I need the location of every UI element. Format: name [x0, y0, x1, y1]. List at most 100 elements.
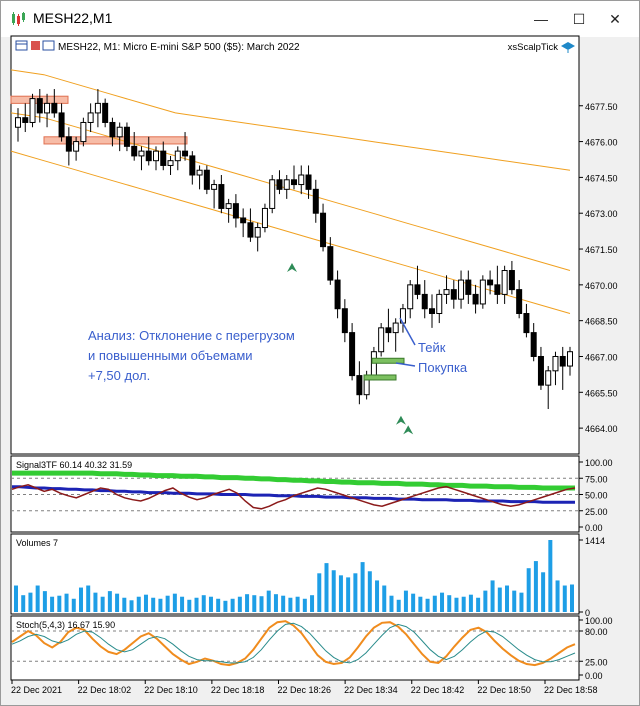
volume-bar — [411, 593, 416, 612]
candle-body — [167, 160, 174, 166]
volume-bar — [143, 594, 148, 612]
candle-body — [327, 246, 334, 281]
candle-body — [22, 117, 29, 123]
candle-body — [312, 188, 319, 214]
take-label: Тейк — [418, 340, 446, 355]
candle-body — [465, 279, 472, 295]
annotation-line-1: Анализ: Отклонение с перегрузом — [88, 328, 295, 343]
candle-body — [109, 121, 116, 138]
series-main — [11, 620, 576, 667]
time-axis: 22 Dec 2021 22 Dec 18:02 22 Dec 18:10 22 De… — [11, 680, 598, 695]
price-tick-label: 4673.00 — [585, 209, 618, 219]
candle-body — [443, 289, 450, 295]
candle-body — [211, 184, 218, 190]
volume-bar — [194, 597, 199, 612]
close-button[interactable]: ✕ — [609, 11, 621, 27]
candle-body — [196, 169, 203, 176]
volume-bar — [526, 568, 531, 612]
volume-bar — [440, 592, 445, 612]
volume-bar — [259, 596, 264, 612]
volume-bar — [541, 572, 546, 612]
volume-bar — [35, 585, 40, 612]
buy-arrows — [287, 262, 414, 435]
axis-tick-label: 0.00 — [585, 671, 603, 681]
volume-bar — [281, 595, 286, 612]
volume-bar — [353, 573, 358, 612]
candle-body — [530, 332, 537, 357]
signal3tf-panel[interactable]: 100.00 75.00 50.00 25.00 0.00 Signal3TF 60.1… — [10, 455, 613, 533]
candle-body — [479, 279, 486, 305]
volumes-panel[interactable]: 1414 0 Volumes 7 — [10, 533, 605, 618]
candle-body — [458, 279, 465, 300]
candle-body — [225, 203, 232, 209]
candle-body — [487, 279, 494, 286]
candle-body — [116, 126, 123, 138]
volume-bar — [447, 595, 452, 612]
buy-arrow — [287, 262, 297, 272]
volume-bar — [310, 595, 315, 612]
axis-tick-label: 80.00 — [585, 627, 608, 637]
volume-bar — [302, 598, 307, 612]
series-signal — [11, 622, 576, 664]
volume-bar — [165, 595, 170, 612]
volume-bars — [14, 540, 574, 612]
symbol-info: MESH22, M1: Micro E-mini S&P 500 ($5): M… — [58, 42, 300, 53]
candle-body — [102, 102, 109, 123]
time-tick-label: 22 Dec 18:26 — [278, 685, 332, 695]
candle-body — [385, 327, 392, 334]
candle-body — [356, 375, 363, 396]
candle-body — [269, 179, 276, 209]
candle-body — [254, 227, 261, 238]
candle-body — [87, 112, 94, 123]
volume-bar — [245, 594, 250, 612]
volume-bar — [100, 596, 105, 612]
signal-lines — [11, 470, 576, 510]
time-tick-label: 22 Dec 18:58 — [544, 685, 598, 695]
price-tick-label: 4676.00 — [585, 138, 618, 148]
volume-bar — [201, 595, 206, 612]
candle-body — [247, 222, 254, 238]
volume-bar — [266, 590, 271, 612]
volume-bar — [324, 563, 329, 612]
axis-tick-label: 100.00 — [585, 458, 613, 468]
toolbar-icons — [15, 40, 55, 51]
candle-body — [305, 174, 312, 190]
candle-body — [341, 308, 348, 334]
volume-bar — [187, 599, 192, 612]
window-title: MESH22,M1 — [33, 10, 113, 26]
stoch-panel-frame — [10, 615, 580, 681]
candle-body — [407, 284, 414, 310]
volume-bar — [107, 591, 112, 612]
axis-tick-label: 100.00 — [585, 616, 613, 626]
volume-bar — [533, 561, 538, 612]
volume-bar — [519, 592, 524, 612]
candle-body — [203, 169, 210, 190]
candle-body — [44, 102, 51, 114]
price-tick-label: 4665.50 — [585, 388, 618, 398]
price-tick-label: 4664.00 — [585, 424, 618, 434]
band-upper — [10, 69, 571, 171]
candle-body — [29, 98, 36, 123]
candle-body — [182, 150, 189, 157]
volume-bar — [158, 598, 163, 612]
volume-bar — [418, 596, 423, 612]
main-price-panel[interactable]: 4677.50 4676.00 4674.50 4673.00 4671.50 4670.… — [10, 35, 618, 455]
volume-bar — [555, 580, 560, 612]
candle-body — [349, 332, 356, 377]
volume-bar — [346, 577, 351, 612]
minimize-button[interactable]: — — [534, 11, 548, 27]
buy-label: Покупка — [418, 360, 468, 375]
axis-tick-label: 0.00 — [585, 523, 603, 533]
series-green — [12, 470, 575, 491]
candle-body — [552, 355, 559, 372]
candle-body — [138, 150, 145, 157]
time-tick-label: 22 Dec 18:50 — [477, 685, 531, 695]
candle-body — [145, 150, 152, 162]
volume-bar — [562, 585, 567, 612]
maximize-button[interactable]: ☐ — [572, 11, 586, 27]
volume-bar — [389, 595, 394, 612]
list-icon — [42, 40, 55, 51]
price-tick-label: 4671.50 — [585, 245, 618, 255]
